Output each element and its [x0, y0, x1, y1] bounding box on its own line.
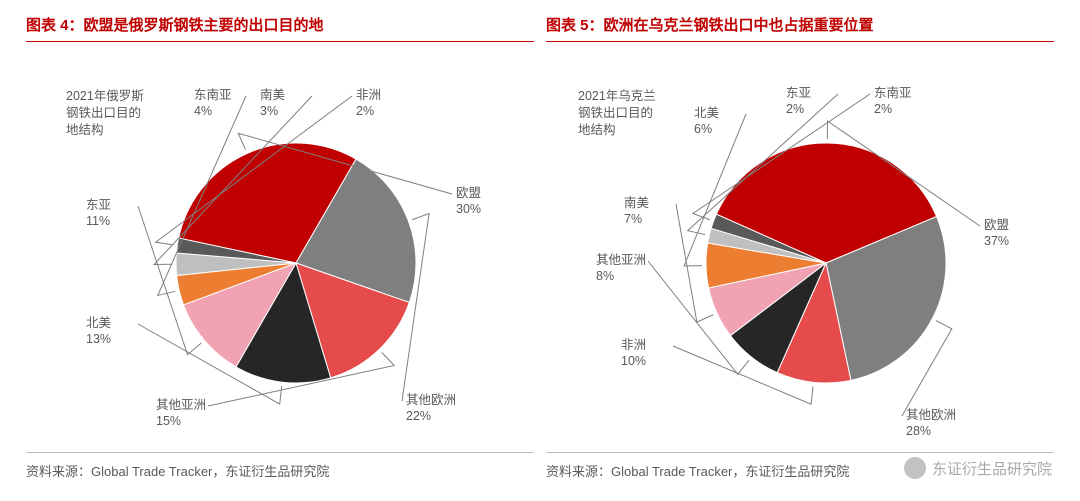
slice-label-name: 非洲 — [621, 338, 646, 352]
left-chart-area: 欧盟 30% 其他欧洲 22% 其他亚洲 15% 北美 13% 东亚 11% 东南亚 4% 南美 3% 非洲… — [26, 48, 534, 448]
slice-label-pct: 13% — [86, 332, 111, 348]
watermark: 东证衍生品研究院 — [904, 457, 1052, 479]
slice-label: 非洲 2% — [356, 88, 381, 119]
slice-label-pct: 8% — [596, 269, 646, 285]
left-chart-title: 图表 4：欧盟是俄罗斯钢铁主要的出口目的地 — [26, 10, 534, 42]
slice-label-pct: 2% — [874, 102, 912, 118]
slice-label-name: 其他欧洲 — [906, 408, 956, 422]
slice-label-name: 东南亚 — [874, 86, 912, 100]
slice-label-name: 北美 — [86, 316, 111, 330]
slice-label-name: 其他亚洲 — [596, 253, 646, 267]
right-description: 2021年乌克兰钢铁出口目的地结构 — [578, 88, 656, 139]
slice-label-pct: 2% — [356, 104, 381, 120]
watermark-text: 东证衍生品研究院 — [932, 458, 1052, 479]
slice-label-pct: 10% — [621, 354, 646, 370]
slice-label: 欧盟 30% — [456, 186, 481, 217]
slice-label: 东南亚 2% — [874, 86, 912, 117]
slice-label: 其他欧洲 22% — [406, 393, 456, 424]
slice-label-pct: 15% — [156, 414, 206, 430]
slice-label: 北美 13% — [86, 316, 111, 347]
left-source: 资料来源：Global Trade Tracker，东证衍生品研究院 — [26, 452, 534, 480]
slice-label-name: 其他亚洲 — [156, 398, 206, 412]
left-panel: 图表 4：欧盟是俄罗斯钢铁主要的出口目的地 欧盟 30% 其他欧洲 22% 其他亚洲 15… — [20, 10, 540, 491]
slice-label-pct: 30% — [456, 202, 481, 218]
slice-label-name: 北美 — [694, 106, 719, 120]
right-panel: 图表 5：欧洲在乌克兰钢铁出口中也占据重要位置 欧盟 37% 其他欧洲 28% 非洲 10… — [540, 10, 1060, 491]
slice-label: 其他欧洲 28% — [906, 408, 956, 439]
slice-label-name: 其他欧洲 — [406, 393, 456, 407]
slice-label-name: 南美 — [624, 196, 649, 210]
slice-label-pct: 37% — [984, 234, 1009, 250]
slice-label-pct: 4% — [194, 104, 232, 120]
slice-label-pct: 11% — [86, 214, 111, 230]
slice-label-name: 欧盟 — [984, 218, 1009, 232]
slice-label-pct: 3% — [260, 104, 285, 120]
slice-label: 东亚 11% — [86, 198, 111, 229]
slice-label: 南美 3% — [260, 88, 285, 119]
slice-label: 非洲 10% — [621, 338, 646, 369]
right-chart-area: 欧盟 37% 其他欧洲 28% 非洲 10% 其他亚洲 8% 南美 7% 北美 6% 东亚 2% 东南亚 2%… — [546, 48, 1054, 448]
charts-container: 图表 4：欧盟是俄罗斯钢铁主要的出口目的地 欧盟 30% 其他欧洲 22% 其他亚洲 15… — [0, 0, 1080, 501]
slice-label-pct: 6% — [694, 122, 719, 138]
slice-label: 东南亚 4% — [194, 88, 232, 119]
slice-label-name: 欧盟 — [456, 186, 481, 200]
slice-label: 其他亚洲 8% — [596, 253, 646, 284]
slice-label-name: 非洲 — [356, 88, 381, 102]
slice-label: 欧盟 37% — [984, 218, 1009, 249]
slice-label-pct: 7% — [624, 212, 649, 228]
slice-label-name: 东亚 — [786, 86, 811, 100]
slice-label-name: 南美 — [260, 88, 285, 102]
left-description: 2021年俄罗斯钢铁出口目的地结构 — [66, 88, 144, 139]
right-chart-title: 图表 5：欧洲在乌克兰钢铁出口中也占据重要位置 — [546, 10, 1054, 42]
slice-label-pct: 22% — [406, 409, 456, 425]
slice-label-name: 东南亚 — [194, 88, 232, 102]
slice-label: 北美 6% — [694, 106, 719, 137]
wechat-icon — [904, 457, 926, 479]
slice-label-pct: 2% — [786, 102, 811, 118]
slice-label: 东亚 2% — [786, 86, 811, 117]
slice-label: 其他亚洲 15% — [156, 398, 206, 429]
slice-label-pct: 28% — [906, 424, 956, 440]
slice-label-name: 东亚 — [86, 198, 111, 212]
slice-label: 南美 7% — [624, 196, 649, 227]
